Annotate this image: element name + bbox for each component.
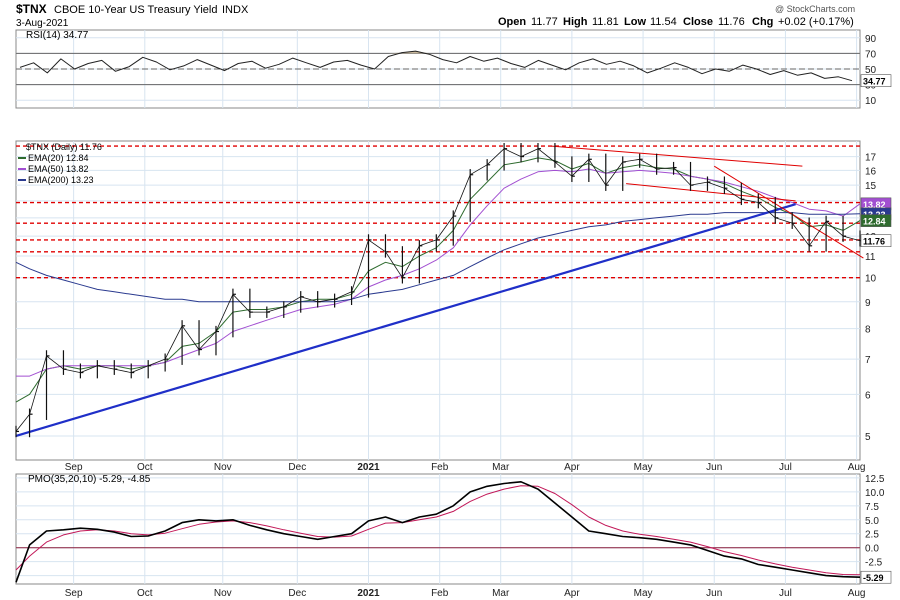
price-x-tick: 2021 bbox=[357, 462, 380, 473]
rsi-last-value: 34.77 bbox=[863, 77, 886, 87]
pmo-line bbox=[15, 480, 861, 583]
price-legend: EMA(20) 12.84 EMA(50) 13.82 EMA(200) 13.… bbox=[18, 153, 94, 185]
price-trendline-rising bbox=[15, 203, 796, 438]
price-x-tick: Sep bbox=[65, 462, 83, 473]
low-value: 11.54 bbox=[650, 16, 677, 28]
rsi-y-tick: 50 bbox=[865, 65, 877, 76]
price-y-tick: 9 bbox=[865, 298, 871, 309]
pmo-frame bbox=[15, 473, 861, 585]
pmo-x-tick: Apr bbox=[564, 588, 580, 599]
price-title: $TNX (Daily) 11.76 bbox=[26, 142, 102, 152]
pmo-x-tick: Oct bbox=[137, 588, 153, 599]
pmo-y-tick: 12.5 bbox=[865, 474, 885, 485]
pmo-y-tick: 0.0 bbox=[865, 544, 879, 555]
watermark: @ StockCharts.com bbox=[775, 4, 855, 14]
price-x-tick: May bbox=[634, 462, 653, 473]
price-last-value-3: 11.76 bbox=[863, 237, 885, 247]
chart-symbol: $TNX bbox=[16, 2, 47, 16]
open-value: 11.77 bbox=[531, 16, 558, 28]
rsi-y-tick: 10 bbox=[865, 96, 877, 107]
pmo-y-tick: 5.0 bbox=[865, 516, 879, 527]
high-label: High bbox=[563, 16, 588, 28]
price-x-tick: Mar bbox=[492, 462, 510, 473]
rsi-line bbox=[19, 50, 853, 82]
rsi-last-value-box bbox=[860, 74, 892, 87]
pmo-y-tick: 10.0 bbox=[865, 488, 885, 499]
price-frame bbox=[15, 140, 861, 461]
price-ema-line-1 bbox=[16, 168, 861, 377]
pmo-panel: 12.510.07.55.02.50.0-2.5-5.0-5.29SepOctN… bbox=[15, 473, 892, 599]
rsi-y-tick: 70 bbox=[865, 49, 877, 60]
price-y-tick: 7 bbox=[865, 355, 871, 366]
rsi-y-tick: 90 bbox=[865, 34, 877, 45]
pmo-last-value-box bbox=[860, 570, 892, 584]
pmo-x-tick: Dec bbox=[288, 588, 306, 599]
pmo-title: PMO(35,20,10) -5.29, -4.85 bbox=[28, 474, 151, 485]
price-trendline-lower bbox=[626, 183, 796, 202]
price-last-value-3-box bbox=[860, 234, 892, 247]
legend-ema200: EMA(200) 13.23 bbox=[28, 175, 94, 185]
pmo-x-tick: Mar bbox=[492, 588, 510, 599]
pmo-x-tick: Jun bbox=[706, 588, 722, 599]
high-value: 11.81 bbox=[592, 16, 619, 28]
price-x-tick: Oct bbox=[137, 462, 153, 473]
price-ema-line-2 bbox=[15, 212, 861, 303]
price-y-tick: 6 bbox=[865, 390, 871, 401]
low-label: Low bbox=[624, 16, 646, 28]
rsi-title: RSI(14) 34.77 bbox=[26, 30, 89, 41]
legend-ema20: EMA(20) 12.84 bbox=[28, 153, 89, 163]
price-last-value-0: 13.82 bbox=[863, 200, 886, 210]
pmo-y-tick: 7.5 bbox=[865, 502, 879, 513]
price-y-tick: 10 bbox=[865, 274, 877, 285]
ohlc-readout: Open 11.77 High 11.81 Low 11.54 Close 11… bbox=[498, 16, 854, 28]
price-x-tick: Dec bbox=[288, 462, 306, 473]
price-trendline-upper bbox=[551, 145, 803, 167]
pmo-x-tick: 2021 bbox=[357, 588, 380, 599]
price-x-tick: Feb bbox=[431, 462, 449, 473]
price-x-tick: Aug bbox=[848, 462, 866, 473]
rsi-panel: 907050301034.77 bbox=[15, 29, 892, 109]
price-last-value-2-box bbox=[860, 214, 892, 227]
close-label: Close bbox=[683, 16, 713, 28]
pmo-last-value: -5.29 bbox=[863, 573, 884, 583]
close-value: 11.76 bbox=[718, 16, 745, 28]
price-y-tick: 17 bbox=[865, 153, 877, 164]
price-y-tick: 16 bbox=[865, 166, 877, 177]
chart-exchange: INDX bbox=[222, 4, 249, 16]
pmo-x-tick: Jul bbox=[779, 588, 792, 599]
open-label: Open bbox=[498, 16, 526, 28]
chart-instrument-name: CBOE 10-Year US Treasury Yield bbox=[54, 4, 217, 16]
chg-value: +0.02 (+0.17%) bbox=[778, 16, 854, 28]
chg-label: Chg bbox=[752, 16, 773, 28]
price-y-tick: 5 bbox=[865, 432, 871, 443]
price-x-tick: Jul bbox=[779, 462, 792, 473]
pmo-x-tick: Sep bbox=[65, 588, 83, 599]
price-trendline-steep bbox=[713, 165, 864, 259]
pmo-x-tick: Nov bbox=[214, 588, 232, 599]
price-y-tick: 15 bbox=[865, 181, 877, 192]
pmo-y-tick: 2.5 bbox=[865, 530, 879, 541]
pmo-x-tick: Feb bbox=[431, 588, 449, 599]
price-x-tick: Apr bbox=[564, 462, 580, 473]
pmo-x-tick: May bbox=[634, 588, 653, 599]
price-y-tick: 11 bbox=[865, 252, 876, 263]
legend-ema50: EMA(50) 13.82 bbox=[28, 164, 89, 174]
pmo-y-tick: -2.5 bbox=[865, 558, 883, 569]
chart-date: 3-Aug-2021 bbox=[16, 18, 69, 29]
price-y-tick: 8 bbox=[865, 325, 871, 336]
pmo-x-tick: Aug bbox=[848, 588, 866, 599]
price-line bbox=[15, 148, 861, 432]
price-x-tick: Jun bbox=[706, 462, 722, 473]
price-x-tick: Nov bbox=[214, 462, 232, 473]
price-panel: 17161514131211109876513.8213.2312.8411.7… bbox=[15, 140, 892, 473]
price-last-value-2: 12.84 bbox=[863, 217, 886, 227]
